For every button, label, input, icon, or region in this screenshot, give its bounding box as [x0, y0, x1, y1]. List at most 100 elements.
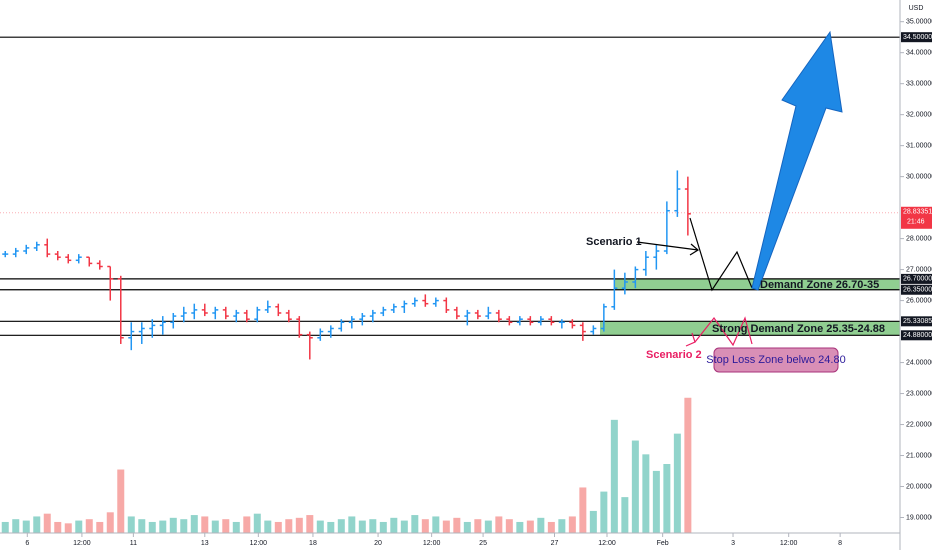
volume-bar [201, 516, 209, 533]
x-tick-label: 12:00 [250, 540, 268, 547]
volume-bar [274, 521, 282, 533]
price-label-bg [901, 273, 932, 284]
volume-bar [211, 520, 219, 533]
y-tick-label: 35.00000 [906, 19, 932, 26]
y-tick-label: 28.00000 [906, 235, 932, 242]
x-tick-label: 13 [201, 540, 209, 547]
x-tick-label: 12:00 [780, 540, 798, 547]
volume-bar [474, 519, 482, 533]
volume-bar [610, 419, 618, 533]
volume-bar [75, 520, 83, 533]
price-label: 26.70000 [903, 276, 932, 283]
volume-bar [106, 512, 114, 533]
volume-bar [33, 516, 41, 533]
scenario-2-path [694, 316, 753, 347]
last-price-label: 28.83351 [903, 209, 932, 216]
volume-bar [54, 521, 62, 533]
currency: USD [909, 5, 924, 12]
arrow-head [689, 243, 700, 256]
volume-bar [484, 520, 492, 533]
y-tick-label: 27.00000 [906, 266, 932, 273]
volume-bar [85, 519, 93, 533]
volume-bar [264, 520, 272, 533]
volume-bar [558, 519, 566, 533]
arrow-head [685, 332, 696, 347]
volume-bar [684, 397, 692, 533]
annotation: Scenario 1 [586, 236, 642, 248]
zone-label: Demand Zone 26.70-35 [760, 279, 879, 291]
volume-bar [432, 516, 440, 533]
volume-bar [547, 521, 555, 533]
x-tick-label: 20 [374, 540, 382, 547]
price-label: 34.50000 [903, 34, 932, 41]
y-tick-label: 32.00000 [906, 112, 932, 119]
volume-bar [316, 520, 324, 533]
volume-bar [285, 519, 293, 533]
scenario-1-arrow [636, 241, 699, 251]
volume-bar [369, 519, 377, 533]
zone-label: Strong Demand Zone 25.35-24.88 [712, 323, 885, 335]
volume-bar [358, 520, 366, 533]
volume-bar [159, 520, 167, 533]
volume-bar [43, 513, 51, 533]
volume-bar [579, 487, 587, 533]
volume-bar [411, 515, 419, 533]
stop-loss-box [713, 347, 839, 373]
volume-bar [190, 515, 198, 533]
volume-bar [621, 497, 629, 533]
volume-bar [379, 521, 387, 533]
volume-bar [222, 519, 230, 533]
volume-bar [600, 491, 608, 533]
x-tick-label: 12:00 [598, 540, 616, 547]
y-tick-label: 22.00000 [906, 421, 932, 428]
volume-bar [631, 440, 639, 533]
y-tick-label: 24.00000 [906, 359, 932, 366]
volume-bar [526, 520, 534, 533]
volume-bar [390, 517, 398, 533]
volume-bar [96, 521, 104, 533]
y-tick-label: 31.00000 [906, 142, 932, 149]
volume-bar [22, 520, 30, 533]
volume-bar [537, 517, 545, 533]
price-label: 26.35000 [903, 287, 932, 294]
volume-bar [1, 521, 9, 533]
volume-bar [421, 519, 429, 533]
volume-bar [400, 520, 408, 533]
volume-bar [337, 519, 345, 533]
price-label-bg [901, 330, 932, 341]
volume-bar [138, 519, 146, 533]
y-tick-label: 33.00000 [906, 81, 932, 88]
volume-bar [253, 513, 261, 533]
volume-bar [663, 464, 671, 533]
annotation: Stop Loss Zone belwo 24.80 [706, 354, 845, 366]
volume-bar [306, 515, 314, 533]
volume-bar [169, 517, 177, 533]
last-price-bg [901, 206, 932, 229]
x-tick-label: 18 [309, 540, 317, 547]
volume-bar [652, 470, 660, 533]
volume-bar [568, 516, 576, 533]
y-tick-label: 19.00000 [906, 514, 932, 521]
demand-zone [600, 321, 900, 336]
y-tick-label: 20.00000 [906, 483, 932, 490]
volume-bar [348, 516, 356, 533]
last-price-time: 21:46 [907, 219, 925, 226]
volume-bar [243, 516, 251, 533]
price-label-bg [901, 284, 932, 295]
y-tick-label: 30.00000 [906, 173, 932, 180]
volume-bar [232, 521, 240, 533]
target-arrow [751, 30, 843, 291]
x-tick-label: 12:00 [423, 540, 441, 547]
x-tick-label: Feb [657, 540, 669, 547]
volume-bar [12, 519, 20, 533]
volume-bar [642, 454, 650, 533]
x-tick-label: 12:00 [73, 540, 91, 547]
y-tick-label: 21.00000 [906, 452, 932, 459]
volume-bar [495, 516, 503, 533]
volume-bar [442, 520, 450, 533]
y-tick-label: 26.00000 [906, 297, 932, 304]
annotation: Scenario 2 [646, 349, 702, 361]
x-tick-label: 3 [731, 540, 735, 547]
y-tick-label: 34.00000 [906, 50, 932, 57]
